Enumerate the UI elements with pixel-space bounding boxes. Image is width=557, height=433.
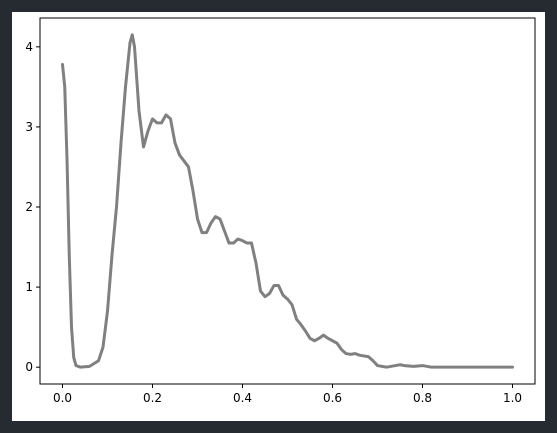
x-tick-label: 0.6 <box>323 391 342 405</box>
x-tick-label: 1.0 <box>503 391 522 405</box>
y-tick-label: 1 <box>25 280 33 294</box>
y-tick-label: 4 <box>25 40 33 54</box>
x-tick-label: 0.8 <box>413 391 432 405</box>
y-tick-label: 3 <box>25 120 33 134</box>
x-tick-label: 0.0 <box>53 391 72 405</box>
x-tick-label: 0.2 <box>143 391 162 405</box>
chart: 0 1 2 3 4 0.0 0.2 0.4 0.6 0.8 1.0 <box>25 17 536 405</box>
figure: 0 1 2 3 4 0.0 0.2 0.4 0.6 0.8 1.0 <box>12 12 545 421</box>
x-tick-label: 0.4 <box>233 391 252 405</box>
y-tick-label: 0 <box>25 360 33 374</box>
y-tick-label: 2 <box>25 200 33 214</box>
line <box>61 33 514 369</box>
axes-frame <box>39 17 536 385</box>
